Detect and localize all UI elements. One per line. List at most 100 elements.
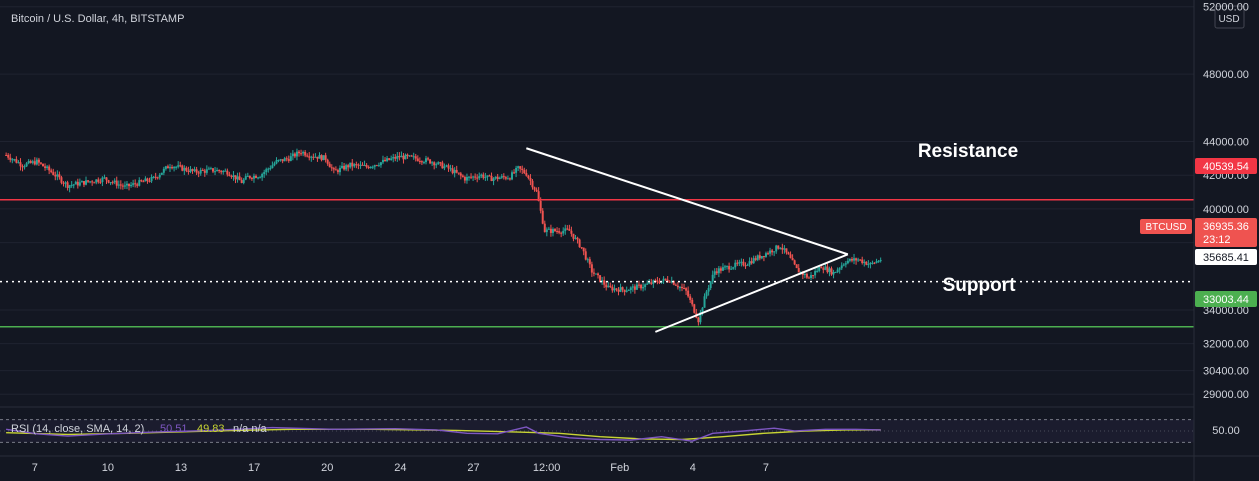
candle-body: [455, 169, 458, 173]
candle-body: [23, 166, 26, 168]
candle-body: [257, 177, 260, 179]
candle-body: [556, 231, 559, 233]
candle-body: [107, 180, 110, 183]
candle-body: [748, 261, 751, 265]
candle-body: [117, 184, 120, 186]
candle-body: [156, 177, 159, 179]
support-price-bg: [1195, 291, 1257, 307]
candle-body: [840, 265, 843, 269]
last-price-tag: BTCUSD 36935.36 23:12: [1140, 218, 1257, 247]
candle-body: [615, 288, 618, 290]
candle-body: [431, 162, 434, 164]
candle-body: [359, 164, 362, 166]
candle-body: [138, 180, 141, 186]
candle-body: [586, 259, 589, 261]
candle-body: [173, 167, 176, 169]
candle-body: [185, 167, 188, 171]
candle-body: [265, 169, 268, 173]
candle-body: [119, 184, 122, 186]
candle-body: [707, 288, 710, 292]
candle-body: [662, 278, 665, 281]
candle-body: [142, 181, 145, 183]
time-tick-label: 13: [175, 462, 187, 474]
candle-body: [304, 151, 307, 156]
candle-body: [140, 180, 143, 182]
candle-body: [422, 162, 425, 164]
candle-body: [744, 265, 747, 267]
candle-body: [11, 159, 14, 161]
candle-body: [150, 176, 153, 182]
candle-body: [406, 154, 409, 156]
candle-body: [85, 180, 88, 185]
dotted-price: 35685.41: [1203, 252, 1249, 264]
candle-body: [701, 307, 704, 313]
candle-body: [347, 165, 350, 168]
candle-body: [617, 289, 620, 292]
candle-body: [373, 165, 376, 167]
candle-body: [850, 258, 853, 261]
candle-body: [336, 170, 339, 173]
candle-body: [758, 255, 761, 259]
candle-body: [295, 151, 298, 157]
candle-body: [341, 165, 344, 168]
time-tick-label: Feb: [610, 462, 629, 474]
candle-body: [826, 266, 829, 273]
candle-body: [267, 168, 270, 170]
candle-body: [392, 157, 395, 159]
price-tick-label: 44000.00: [1203, 137, 1249, 149]
rsi-line: [5, 426, 881, 442]
candle-body: [56, 174, 59, 177]
candle-body: [148, 180, 151, 182]
candle-body: [879, 260, 882, 262]
candle-body: [64, 182, 67, 184]
candle-body: [490, 176, 493, 182]
candle-body: [465, 177, 468, 181]
candle-body: [656, 280, 659, 283]
candle-body: [121, 185, 124, 187]
candle-body: [379, 162, 382, 166]
time-tick-label: 12:00: [533, 462, 561, 474]
candle-body: [369, 166, 372, 169]
candle-body: [621, 287, 624, 290]
rsi-label: RSI (14, close, SMA, 14, 2): [11, 423, 144, 435]
last-price: 36935.36: [1203, 221, 1249, 233]
candle-body: [746, 264, 749, 266]
candle-body: [767, 253, 770, 255]
candle-body: [44, 166, 47, 168]
candle-body: [361, 164, 364, 166]
candle-body: [691, 299, 694, 305]
resistance-price-bg: [1195, 158, 1257, 174]
currency-box[interactable]: [1214, 5, 1245, 29]
candle-body: [613, 288, 616, 291]
candle-body: [797, 268, 800, 273]
candle-body: [146, 178, 149, 181]
rsi-legend: RSI (14, close, SMA, 14, 2) 50.51 49.83 …: [11, 423, 268, 435]
candle-body: [19, 162, 22, 167]
candle-body: [31, 161, 34, 163]
triangle-upper-trendline[interactable]: [526, 147, 849, 256]
candle-body: [558, 231, 561, 233]
candle-body: [441, 162, 444, 169]
candle-body: [89, 181, 92, 183]
triangle-lower-trendline[interactable]: [654, 253, 849, 333]
candle-body: [13, 159, 16, 161]
candle-body: [97, 179, 100, 182]
candle-body: [699, 312, 702, 323]
candle-body: [652, 280, 655, 284]
candle-body: [70, 184, 73, 186]
candle-body: [750, 261, 753, 264]
price-tick-label: 48000.00: [1203, 69, 1249, 81]
candle-body: [103, 177, 106, 179]
candle-body: [445, 165, 448, 167]
rsi-value: 50.51: [160, 423, 188, 435]
candle-body: [275, 160, 278, 164]
candle-body: [773, 251, 776, 253]
candle-body: [807, 277, 810, 279]
candle-body: [848, 258, 851, 261]
candle-body: [21, 166, 24, 168]
time-axis[interactable]: 7 10 13 17 20 24 27 12:00 Feb 4 7: [32, 462, 769, 474]
candle-body: [869, 262, 872, 265]
candle-body: [762, 256, 765, 258]
candle-body: [791, 257, 794, 261]
